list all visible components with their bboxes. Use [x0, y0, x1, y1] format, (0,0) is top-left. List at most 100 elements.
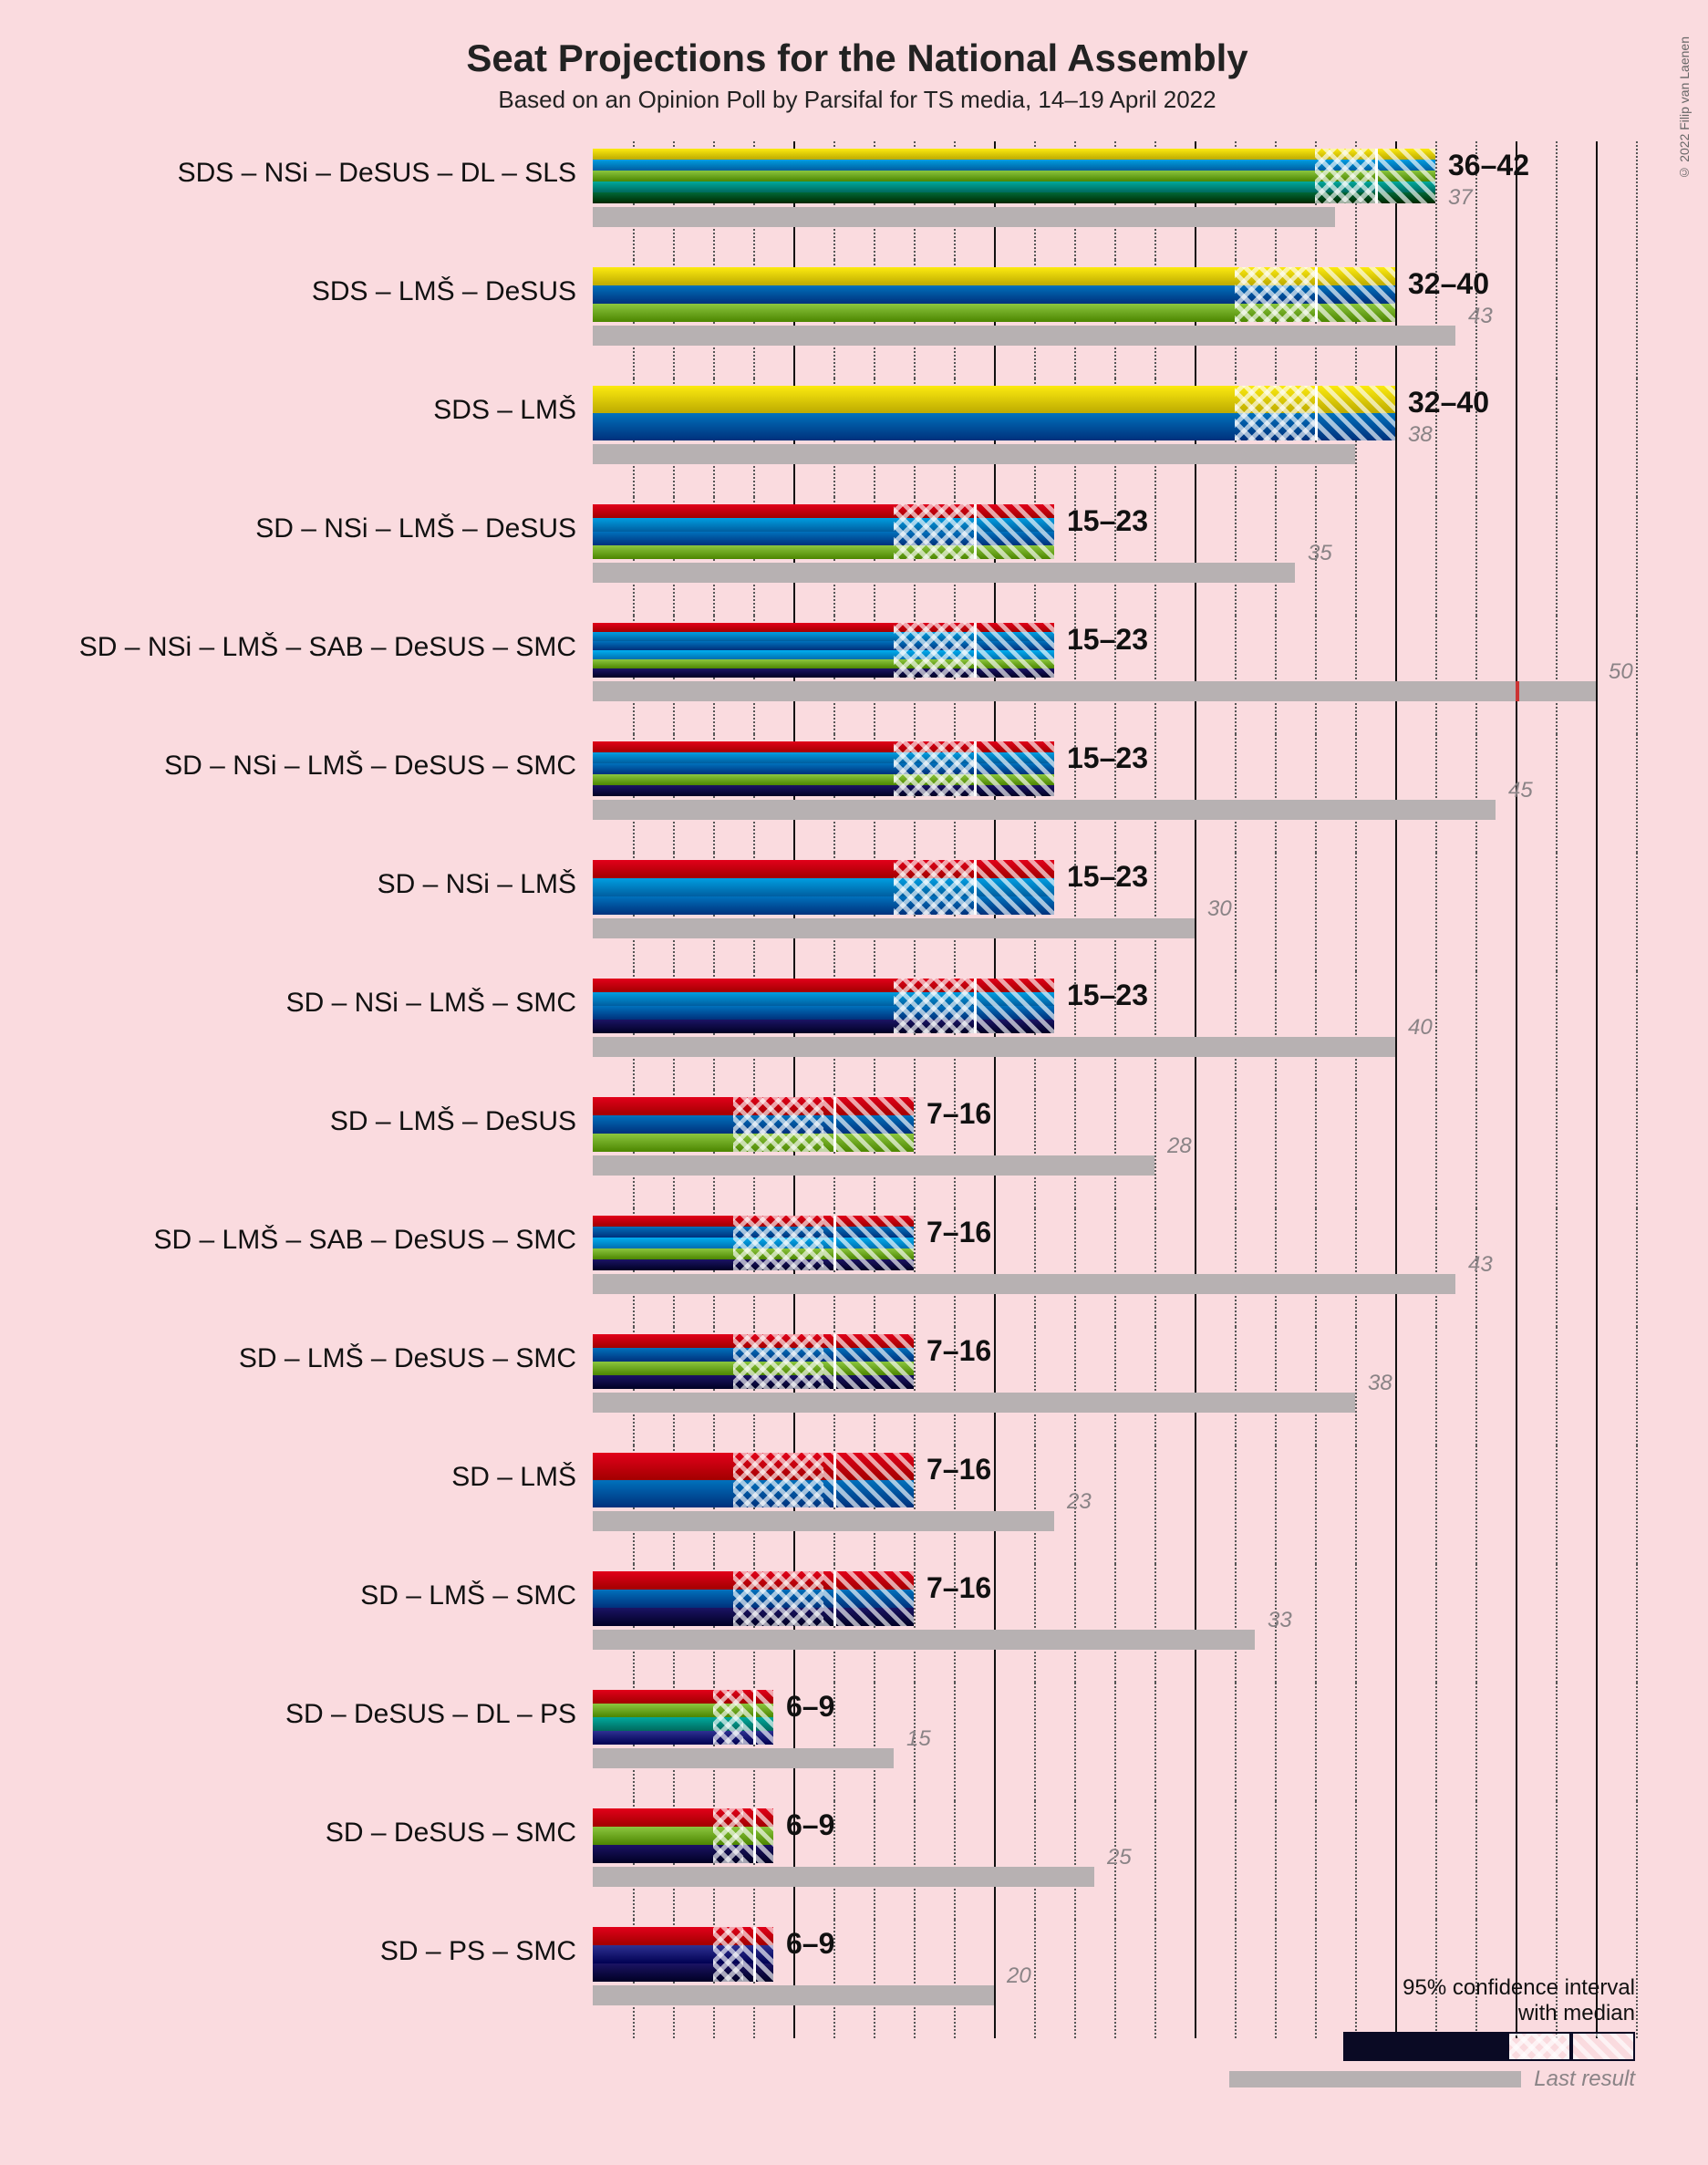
coalition-label: SDS – NSi – DeSUS – DL – SLS	[55, 141, 593, 188]
last-result-bar	[593, 1748, 894, 1768]
last-result-bar	[593, 207, 1335, 227]
confidence-interval	[733, 1097, 914, 1152]
last-result-bar	[593, 1037, 1395, 1057]
bar-area: 6–925	[593, 1801, 1660, 1920]
range-label: 6–9	[786, 1927, 834, 1961]
title-block: Seat Projections for the National Assemb…	[55, 36, 1660, 114]
coalition-label: SDS – LMŠ	[55, 378, 593, 425]
median-line	[974, 741, 977, 796]
last-result-bar	[593, 1867, 1094, 1887]
last-result-label: 50	[1609, 659, 1633, 685]
last-result-bar	[593, 1274, 1455, 1294]
coalition-label: SD – DeSUS – DL – PS	[55, 1683, 593, 1729]
median-line	[1315, 267, 1318, 322]
median-line	[974, 504, 977, 559]
last-result-bar	[593, 326, 1455, 346]
coalition-label: SD – LMŠ – DeSUS – SMC	[55, 1327, 593, 1373]
legend-ci-text-2: with median	[1229, 2001, 1635, 2026]
coalition-row: SD – NSi – LMŠ – SMC15–2340	[55, 971, 1660, 1090]
last-result-label: 30	[1207, 896, 1232, 922]
range-label: 7–16	[926, 1097, 991, 1131]
median-line	[833, 1453, 836, 1507]
legend-last-text: Last result	[1534, 2067, 1635, 2092]
bar-area: 15–2335	[593, 497, 1660, 616]
last-result-bar	[593, 444, 1355, 464]
coalition-label: SD – NSi – LMŠ – SMC	[55, 971, 593, 1018]
chart-title: Seat Projections for the National Assemb…	[55, 36, 1660, 80]
coalition-label: SD – NSi – LMŠ	[55, 853, 593, 899]
range-label: 6–9	[786, 1808, 834, 1842]
confidence-interval	[733, 1453, 914, 1507]
confidence-interval	[713, 1927, 773, 1982]
last-result-label: 43	[1468, 1252, 1493, 1278]
last-result-label: 23	[1067, 1489, 1092, 1515]
coalition-label: SD – LMŠ	[55, 1445, 593, 1492]
bar-area: 7–1623	[593, 1445, 1660, 1564]
last-result-label: 38	[1368, 1371, 1392, 1396]
last-result-bar	[593, 563, 1295, 583]
bar-area: 15–23 50	[593, 616, 1660, 734]
legend-ci-text-1: 95% confidence interval	[1229, 1975, 1635, 2001]
coalition-row: SD – DeSUS – SMC6–925	[55, 1801, 1660, 1920]
chart-subtitle: Based on an Opinion Poll by Parsifal for…	[55, 86, 1660, 114]
last-result-bar	[593, 1511, 1054, 1531]
range-label: 15–23	[1067, 860, 1148, 894]
last-result-label: 15	[906, 1726, 931, 1752]
bar-area: 7–16 43	[593, 1208, 1660, 1327]
median-line	[1375, 149, 1378, 203]
majority-marker	[1516, 681, 1519, 701]
coalition-label: SD – NSi – LMŠ – DeSUS – SMC	[55, 734, 593, 781]
bar-area: 6–9 15	[593, 1683, 1660, 1801]
coalition-row: SD – LMŠ – SMC7–1633	[55, 1564, 1660, 1683]
last-result-bar	[593, 800, 1496, 820]
range-label: 7–16	[926, 1334, 991, 1368]
median-line	[1315, 386, 1318, 440]
chart-container: Seat Projections for the National Assemb…	[55, 36, 1660, 2038]
confidence-interval	[713, 1808, 773, 1863]
range-label: 6–9	[786, 1690, 834, 1724]
bar-area: 36–42 37	[593, 141, 1660, 260]
coalition-row: SD – LMŠ7–1623	[55, 1445, 1660, 1564]
bar-area: 32–4038	[593, 378, 1660, 497]
last-result-label: 35	[1308, 541, 1332, 566]
coalition-row: SD – LMŠ – DeSUS – SMC 7–16 38	[55, 1327, 1660, 1445]
bar-area: 15–23 30	[593, 853, 1660, 971]
bar-area: 7–16 28	[593, 1090, 1660, 1208]
median-line	[974, 623, 977, 678]
coalition-label: SD – NSi – LMŠ – DeSUS	[55, 497, 593, 544]
chart-rows: SDS – NSi – DeSUS – DL – SLS 36–42 37 SDS –…	[55, 141, 1660, 2038]
copyright-text: © 2022 Filip van Laenen	[1677, 36, 1692, 181]
coalition-row: SD – NSi – LMŠ – DeSUS15–2335	[55, 497, 1660, 616]
range-label: 7–16	[926, 1216, 991, 1249]
last-result-bar	[593, 1155, 1154, 1176]
range-label: 32–40	[1408, 267, 1489, 301]
range-label: 15–23	[1067, 623, 1148, 657]
last-result-label: 45	[1508, 778, 1533, 803]
bar-area: 32–4043	[593, 260, 1660, 378]
last-result-bar	[593, 918, 1195, 938]
last-result-label: 33	[1268, 1608, 1292, 1633]
coalition-row: SD – LMŠ – DeSUS 7–16 28	[55, 1090, 1660, 1208]
coalition-row: SDS – LMŠ32–4038	[55, 378, 1660, 497]
median-line	[833, 1334, 836, 1389]
range-label: 32–40	[1408, 386, 1489, 420]
coalition-label: SD – LMŠ – DeSUS	[55, 1090, 593, 1136]
confidence-interval	[733, 1216, 914, 1270]
range-label: 15–23	[1067, 741, 1148, 775]
last-result-label: 28	[1167, 1134, 1192, 1159]
median-line	[753, 1927, 756, 1982]
confidence-interval	[733, 1334, 914, 1389]
median-line	[974, 860, 977, 915]
legend: 95% confidence interval with median Last…	[1229, 1975, 1635, 2092]
coalition-row: SD – NSi – LMŠ 15–23 30	[55, 853, 1660, 971]
last-result-label: 38	[1408, 422, 1433, 448]
range-label: 36–42	[1448, 149, 1529, 182]
coalition-row: SD – DeSUS – DL – PS 6–9 15	[55, 1683, 1660, 1801]
coalition-label: SD – LMŠ – SAB – DeSUS – SMC	[55, 1208, 593, 1255]
last-result-label: 37	[1448, 185, 1473, 211]
median-line	[833, 1571, 836, 1626]
coalition-label: SD – NSi – LMŠ – SAB – DeSUS – SMC	[55, 616, 593, 662]
coalition-label: SD – LMŠ – SMC	[55, 1564, 593, 1611]
legend-last-bar: Last result	[1229, 2067, 1635, 2092]
coalition-row: SD – NSi – LMŠ – SAB – DeSUS – SMC 15–23 5…	[55, 616, 1660, 734]
